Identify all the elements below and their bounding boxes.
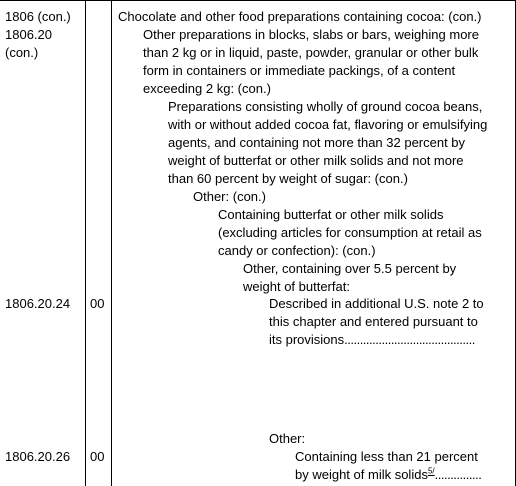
stat-suffix-00-a: 00 <box>90 296 105 311</box>
leader-dots: ............... <box>434 467 482 482</box>
desc-cocoa-beans-4: weight of butterfat or other milk solids… <box>168 153 464 168</box>
desc-note2-2: this chapter and entered pursuant to <box>269 314 478 329</box>
stat-suffix-00-b: 00 <box>90 449 105 464</box>
desc-note2-1: Described in additional U.S. note 2 to <box>269 296 484 311</box>
heading-code-1806-20-24: 1806.20.24 <box>5 296 71 311</box>
desc-butterfat-1: Containing butterfat or other milk solid… <box>218 207 444 222</box>
desc-other-con: Other: (con.) <box>193 189 266 204</box>
desc-other: Other: <box>269 431 306 446</box>
desc-cocoa-beans-5: than 60 percent by weight of sugar: (con… <box>168 171 408 186</box>
top-rule <box>0 0 516 1</box>
desc-milk-solids-2: by weight of milk solids5/..............… <box>295 466 482 484</box>
desc-cocoa-beans-1: Preparations consisting wholly of ground… <box>168 99 483 114</box>
col-divider-suffix <box>111 0 112 486</box>
footnote-ref[interactable]: 5/ <box>427 466 435 476</box>
desc-butterfat-2: (excluding articles for consumption at r… <box>218 225 482 240</box>
leader-dots: ........................................… <box>344 332 475 347</box>
desc-other-preparations-2: than 2 kg or in liquid, paste, powder, g… <box>143 45 479 60</box>
col-divider-heading <box>85 0 86 486</box>
desc-butterfat-3: candy or confection): (con.) <box>218 243 376 258</box>
desc-other-preparations-3: form in containers or immediate packings… <box>143 63 456 78</box>
heading-code-con: (con.) <box>5 45 39 60</box>
desc-cocoa-beans-2: with or without added cocoa fat, flavori… <box>168 117 488 132</box>
heading-code-1806-20: 1806.20 <box>5 27 52 42</box>
desc-note2-3: its provisions..........................… <box>269 331 475 349</box>
desc-over-5-5-1: Other, containing over 5.5 percent by <box>243 261 457 276</box>
desc-cocoa-beans-3: agents, and containing not more than 32 … <box>168 135 466 150</box>
desc-other-preparations-1: Other preparations in blocks, slabs or b… <box>143 27 479 42</box>
desc-over-5-5-2: weight of butterfat: <box>243 279 350 294</box>
desc-milk-solids-text: by weight of milk solids <box>295 467 428 482</box>
heading-code-1806-20-26: 1806.20.26 <box>5 449 71 464</box>
heading-code-1806: 1806 (con.) <box>5 9 71 24</box>
desc-note2-text: its provisions <box>269 332 345 347</box>
desc-other-preparations-4: exceeding 2 kg: (con.) <box>143 81 271 96</box>
desc-chocolate: Chocolate and other food preparations co… <box>118 9 482 24</box>
desc-milk-solids-1: Containing less than 21 percent <box>295 449 478 464</box>
